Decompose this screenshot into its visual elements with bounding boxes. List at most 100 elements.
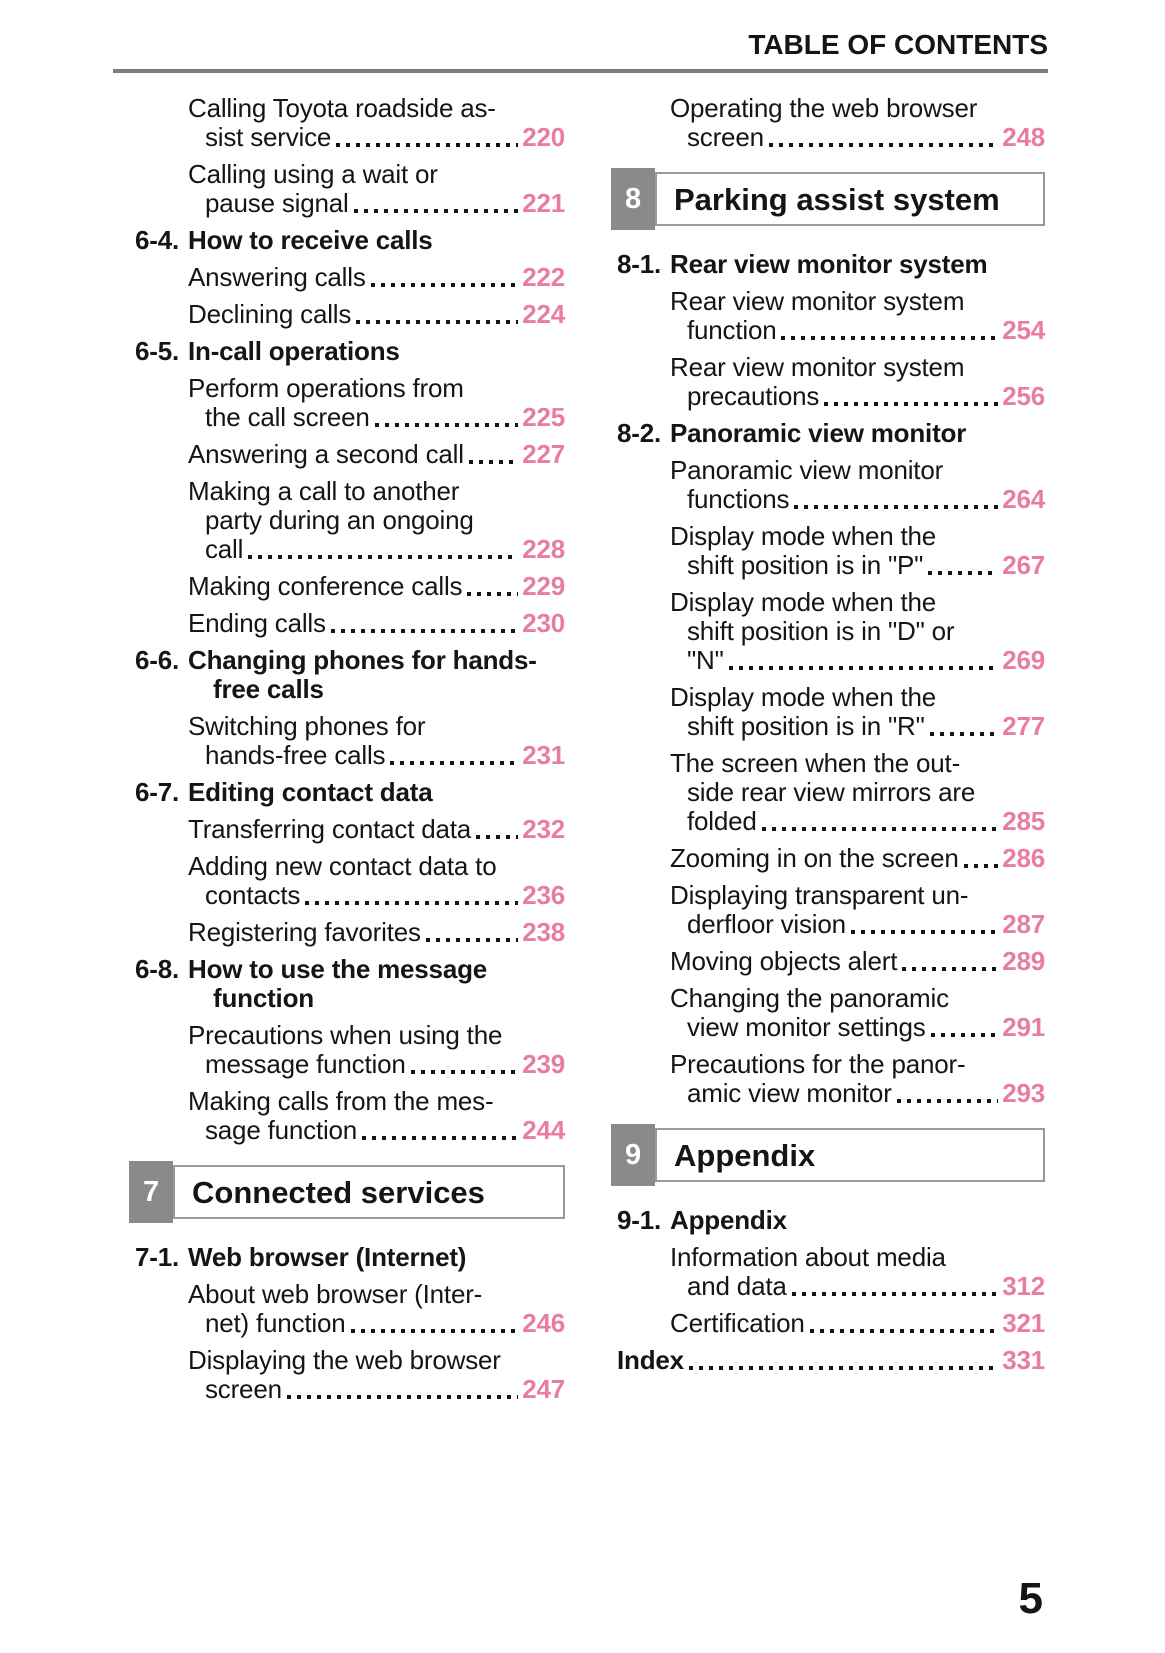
entry-line: Display mode when the — [670, 682, 937, 712]
entry-text: contacts — [205, 880, 301, 910]
entry-line: pause signal 221 — [188, 189, 565, 218]
page-number: 231 — [522, 740, 565, 770]
heading-line: Web browser (Internet) — [188, 1242, 467, 1272]
entry-text: Answering calls — [188, 262, 366, 292]
dot-leader — [305, 901, 519, 905]
toc-entry: Ending calls 230 — [135, 609, 565, 638]
entry-text: Moving objects alert — [670, 946, 898, 976]
chapter-number: 8 — [611, 168, 655, 230]
entry-line: Certification 321 — [670, 1309, 1045, 1338]
entry-line: "N" 269 — [670, 646, 1045, 675]
toc-entry: Rear view monitor system precautions 256 — [617, 353, 1045, 411]
heading-line: Editing contact data — [188, 777, 433, 807]
dot-leader — [350, 1329, 519, 1333]
entry-text: hands-free calls — [205, 740, 386, 770]
dot-leader — [468, 460, 519, 464]
page-number: 221 — [522, 188, 565, 218]
entry-text: Zooming in on the screen — [670, 843, 959, 873]
entry-line: Precautions when using the — [188, 1020, 503, 1050]
entry-line: amic view monitor 293 — [670, 1079, 1045, 1108]
section-number: 6-5. — [135, 336, 180, 366]
dot-leader — [476, 835, 519, 839]
page-number: 224 — [522, 299, 565, 329]
entry-text: Ending calls — [188, 608, 326, 638]
entry-text: screen — [205, 1374, 282, 1404]
entry-line: functions 264 — [670, 485, 1045, 514]
chapter-title-box: Appendix — [655, 1128, 1045, 1182]
entry-line: shift position is in "P" 267 — [670, 551, 1045, 580]
entry-line: sage function 244 — [188, 1116, 565, 1145]
entry-text: call — [205, 534, 244, 564]
toc-entry: Information about media and data 312 — [617, 1243, 1045, 1301]
page-number: 246 — [522, 1308, 565, 1338]
entry-line: screen 248 — [670, 123, 1045, 152]
entry-line: Panoramic view monitor — [670, 455, 944, 485]
entry-line: Index 331 — [617, 1346, 1045, 1375]
dot-leader — [824, 402, 999, 406]
page-number: 239 — [522, 1049, 565, 1079]
toc-entry: Making conference calls 229 — [135, 572, 565, 601]
entry-text: Transferring contact data — [188, 814, 472, 844]
entry-text: Answering a second call — [188, 439, 464, 469]
toc-section-heading: 6-4. How to receive calls — [135, 226, 565, 255]
toc-section-heading: 6-6. Changing phones for hands-free calls — [135, 646, 565, 704]
entry-text: pause signal — [205, 188, 349, 218]
section-number: 9-1. — [617, 1205, 662, 1235]
entry-text: Declining calls — [188, 299, 352, 329]
toc-entry: Adding new contact data to contacts 236 — [135, 852, 565, 910]
entry-line: view monitor settings 291 — [670, 1013, 1045, 1042]
chapter-title: Parking assist system — [674, 181, 1000, 217]
entry-line: Calling using a wait or — [188, 159, 438, 189]
entry-text: Making conference calls — [188, 571, 463, 601]
entry-line: Making conference calls 229 — [188, 572, 565, 601]
page-number: 286 — [1002, 843, 1045, 873]
toc-entry: Display mode when the shift position is i… — [617, 683, 1045, 741]
page-number: 248 — [1002, 122, 1045, 152]
dot-leader — [929, 732, 999, 736]
entry-text: Index — [617, 1345, 684, 1375]
toc-section-heading: 6-8. How to use the message function — [135, 955, 565, 1013]
toc-entry: Operating the web browser screen 248 — [617, 94, 1045, 152]
page-number: 321 — [1002, 1308, 1045, 1338]
chapter-number: 7 — [129, 1161, 173, 1223]
toc-entry: Perform operations from the call screen 22… — [135, 374, 565, 432]
section-number: 7-1. — [135, 1242, 180, 1272]
entry-line: Calling Toyota roadside as- — [188, 93, 496, 123]
dot-leader — [850, 930, 999, 934]
dot-leader — [928, 571, 999, 575]
toc-entry: Moving objects alert 289 — [617, 947, 1045, 976]
entry-line: contacts 236 — [188, 881, 565, 910]
dot-leader — [761, 827, 999, 831]
dot-leader — [896, 1099, 999, 1103]
page-number: 238 — [522, 917, 565, 947]
toc-section-heading: 6-7. Editing contact data — [135, 778, 565, 807]
heading-line: Changing phones for hands- — [188, 645, 537, 675]
page-number: 225 — [522, 402, 565, 432]
toc-left-column: Calling Toyota roadside as-sist service 2… — [129, 93, 565, 1412]
heading-line: How to receive calls — [188, 225, 433, 255]
entry-line: shift position is in "R" 277 — [670, 712, 1045, 741]
dot-leader — [902, 967, 999, 971]
entry-text: shift position is in "P" — [687, 550, 924, 580]
entry-line: Displaying the web browser — [188, 1345, 501, 1375]
toc-entry: Switching phones for hands-free calls 231 — [135, 712, 565, 770]
section-number: 8-1. — [617, 249, 662, 279]
dot-leader — [425, 938, 519, 942]
toc-entry: Making calls from the mes-sage function 2… — [135, 1087, 565, 1145]
dot-leader — [390, 761, 519, 765]
page-number: 220 — [522, 122, 565, 152]
page-number: 293 — [1002, 1078, 1045, 1108]
entry-line: Ending calls 230 — [188, 609, 565, 638]
toc-entry: Zooming in on the screen 286 — [617, 844, 1045, 873]
entry-line: Precautions for the panor- — [670, 1049, 966, 1079]
entry-line: Information about media — [670, 1242, 946, 1272]
toc-entry: Displaying the web browser screen 247 — [135, 1346, 565, 1404]
entry-line: sist service 220 — [188, 123, 565, 152]
entry-line: Switching phones for — [188, 711, 426, 741]
toc-section-heading: 9-1. Appendix — [617, 1206, 1045, 1235]
heading-line: free calls — [213, 674, 324, 704]
entry-text: "N" — [687, 645, 724, 675]
entry-line: The screen when the out- — [670, 748, 961, 778]
heading-line: Appendix — [670, 1205, 787, 1235]
toc-entry: About web browser (Inter-net) function 24… — [135, 1280, 565, 1338]
